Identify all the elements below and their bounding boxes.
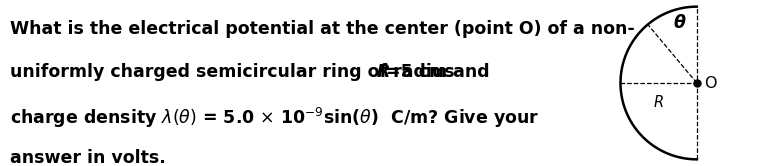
Text: R: R [377, 63, 390, 81]
Text: $\boldsymbol{\theta}$: $\boldsymbol{\theta}$ [673, 14, 687, 32]
Text: uniformly charged semicircular ring of radius: uniformly charged semicircular ring of r… [10, 63, 460, 81]
Text: O: O [704, 76, 716, 90]
Text: What is the electrical potential at the center (point O) of a non-: What is the electrical potential at the … [10, 20, 634, 38]
Text: answer in volts.: answer in volts. [10, 149, 166, 166]
Text: charge density $\lambda(\theta)$ = 5.0 $\times$ 10$^{-9}$sin($\theta$)  C/m? Giv: charge density $\lambda(\theta)$ = 5.0 $… [10, 106, 539, 130]
Text: =5 cm and: =5 cm and [386, 63, 490, 81]
Text: R: R [654, 95, 664, 110]
